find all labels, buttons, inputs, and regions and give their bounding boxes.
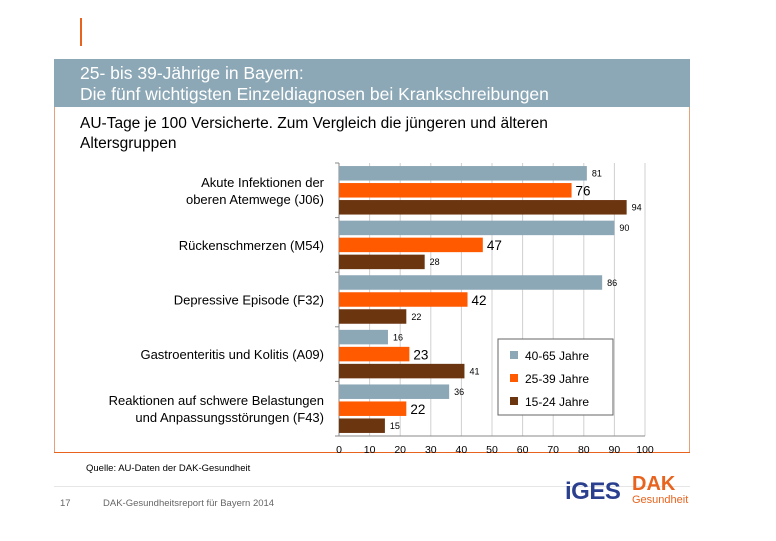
data-label: 28 [430, 257, 440, 267]
dak-logo: DAK [632, 473, 676, 495]
x-tick-label: 30 [425, 444, 437, 456]
subtitle-line-1: AU-Tage je 100 Versicherte. Zum Vergleic… [80, 115, 548, 132]
data-label: 23 [413, 347, 428, 362]
data-label: 86 [607, 278, 617, 288]
source-note: Quelle: AU-Daten der DAK-Gesundheit [86, 463, 251, 474]
footer-separator [54, 486, 690, 487]
subtitle-line-2: Altersgruppen [80, 135, 177, 152]
x-tick-label: 60 [517, 444, 529, 456]
category-label: oberen Atemwege (J06) [186, 192, 324, 207]
category-label: Gastroenteritis und Kolitis (A09) [140, 347, 324, 362]
bar [339, 401, 407, 416]
bar [339, 384, 450, 399]
bar [339, 220, 615, 236]
report-title: DAK-Gesundheitsreport für Bayern 2014 [103, 498, 275, 509]
bar [339, 166, 587, 181]
frame-right [689, 107, 690, 452]
bar [339, 329, 388, 345]
data-label: 42 [472, 293, 487, 308]
data-label: 22 [410, 402, 425, 417]
legend-label: 15-24 Jahre [525, 395, 589, 409]
iges-logo: iGES [565, 478, 621, 505]
bar [339, 292, 468, 307]
data-label: 76 [576, 184, 591, 199]
bar [339, 363, 465, 379]
frame-left [54, 107, 55, 452]
bar [339, 237, 483, 253]
data-label: 36 [454, 387, 464, 397]
data-label: 94 [632, 203, 642, 213]
data-label: 22 [411, 312, 421, 322]
x-tick-label: 50 [486, 444, 498, 456]
data-label: 81 [592, 169, 602, 179]
bar [339, 275, 603, 290]
legend-swatch [510, 351, 518, 359]
category-label: Depressive Episode (F32) [174, 293, 324, 308]
data-label: 16 [393, 332, 403, 342]
accent-bar [80, 18, 82, 46]
page-number: 17 [60, 498, 71, 509]
bar [339, 183, 572, 198]
category-label: und Anpassungsstörungen (F43) [135, 410, 324, 425]
title-band: 25- bis 39-Jährige in Bayern: Die fünf w… [54, 59, 690, 107]
data-label: 15 [390, 421, 400, 431]
x-tick-label: 90 [609, 444, 621, 456]
data-label: 47 [487, 238, 502, 253]
x-tick-label: 70 [547, 444, 559, 456]
bar [339, 346, 410, 362]
title-line-2: Die fünf wichtigsten Einzeldiagnosen bei… [80, 84, 549, 104]
x-tick-label: 100 [636, 444, 654, 456]
category-label: Akute Infektionen der [201, 175, 325, 190]
legend-label: 40-65 Jahre [525, 349, 589, 363]
legend-label: 25-39 Jahre [525, 372, 589, 386]
category-label: Reaktionen auf schwere Belastungen [109, 393, 324, 408]
legend-swatch [510, 397, 518, 405]
bar [339, 309, 407, 324]
x-tick-label: 80 [578, 444, 590, 456]
frame-bottom [54, 452, 690, 453]
x-tick-label: 20 [394, 444, 406, 456]
category-label: Rückenschmerzen (M54) [179, 238, 324, 253]
legend-swatch [510, 374, 518, 382]
x-tick-label: 0 [336, 444, 342, 456]
data-label: 90 [619, 223, 629, 233]
data-label: 41 [469, 366, 479, 376]
bar [339, 200, 627, 215]
x-tick-label: 10 [364, 444, 376, 456]
chart-subtitle: AU-Tage je 100 Versicherte. Zum Vergleic… [80, 114, 640, 154]
dak-logo-subtitle: Gesundheit [632, 494, 689, 506]
title-line-1: 25- bis 39-Jährige in Bayern: [80, 63, 304, 83]
x-tick-label: 40 [456, 444, 468, 456]
bar [339, 254, 425, 270]
bar [339, 418, 385, 433]
